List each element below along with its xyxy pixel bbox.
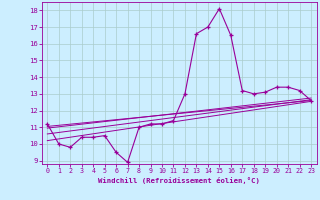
X-axis label: Windchill (Refroidissement éolien,°C): Windchill (Refroidissement éolien,°C)	[98, 177, 260, 184]
